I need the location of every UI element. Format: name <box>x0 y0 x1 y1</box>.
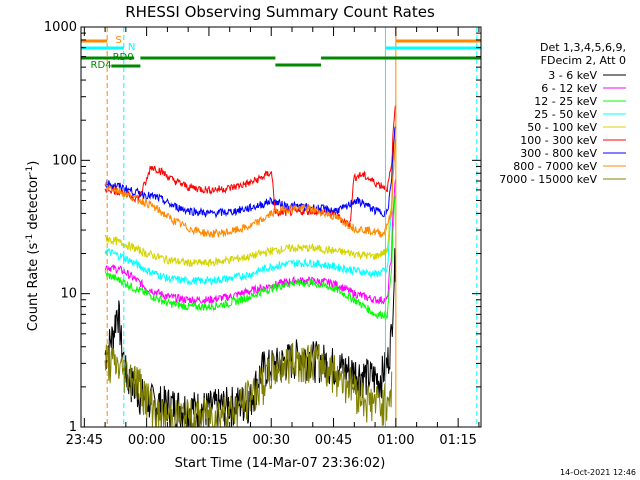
y-tick-label: 100 <box>52 153 77 168</box>
x-tick-label: 00:15 <box>190 433 227 448</box>
x-tick-label: 00:30 <box>253 433 290 448</box>
axes: 1 10 100 1000 23:45 00:00 00:15 00:30 00:45 01:00… <box>44 20 482 448</box>
footer-timestamp: 14-Oct-2021 12:46 <box>560 468 636 477</box>
x-tick-label: 01:15 <box>439 433 476 448</box>
y-axis-label-part: ) <box>26 161 41 166</box>
series-line <box>104 139 396 239</box>
y-axis-label-part: detector <box>26 174 41 234</box>
series-line <box>104 105 396 228</box>
legend-label: 6 - 12 keV <box>541 82 597 95</box>
legend-label: 100 - 300 keV <box>520 134 597 147</box>
x-tick-label: 00:00 <box>128 433 165 448</box>
series-line <box>104 126 396 219</box>
x-tick-label: 01:00 <box>377 433 414 448</box>
legend-label: 25 - 50 keV <box>534 108 597 121</box>
state-label: N <box>128 42 135 53</box>
legend-label: 300 - 800 keV <box>520 147 597 160</box>
legend: Det 1,3,4,5,6,9, FDecim 2, Att 0 3 - 6 k… <box>499 41 626 186</box>
y-tick-label: 1000 <box>44 20 77 35</box>
legend-label: 7000 - 15000 keV <box>499 173 597 186</box>
series-lines <box>104 105 396 428</box>
y-axis-label: Count Rate (s-1 detector-1) <box>25 161 41 332</box>
y-axis-label-exp: -1 <box>25 234 35 243</box>
legend-label: 3 - 6 keV <box>548 69 597 82</box>
x-tick-label: 23:45 <box>66 433 103 448</box>
x-axis-label: Start Time (14-Mar-07 23:36:02) <box>175 456 386 471</box>
y-tick-label: 10 <box>60 287 77 302</box>
series-line <box>104 195 396 320</box>
series-line <box>104 342 393 428</box>
x-tick-label: 00:45 <box>315 433 352 448</box>
legend-header-line: FDecim 2, Att 0 <box>541 54 626 67</box>
plot-frame <box>80 26 482 428</box>
y-axis-label-part: Count Rate (s <box>26 243 41 332</box>
legend-label: 12 - 25 keV <box>534 95 597 108</box>
legend-label: 800 - 7000 keV <box>513 160 597 173</box>
state-label: RD4 <box>91 60 112 71</box>
series-line <box>104 142 396 286</box>
y-tick-label: 1 <box>69 420 77 435</box>
state-label: RD0 <box>113 52 134 63</box>
state-label: S <box>115 35 121 46</box>
chart-title: RHESSI Observing Summary Count Rates <box>125 3 435 21</box>
y-axis-label-exp: -1 <box>25 166 35 175</box>
legend-header-line: Det 1,3,4,5,6,9, <box>540 41 626 54</box>
series-line <box>104 124 396 268</box>
legend-label: 50 - 100 keV <box>527 121 597 134</box>
